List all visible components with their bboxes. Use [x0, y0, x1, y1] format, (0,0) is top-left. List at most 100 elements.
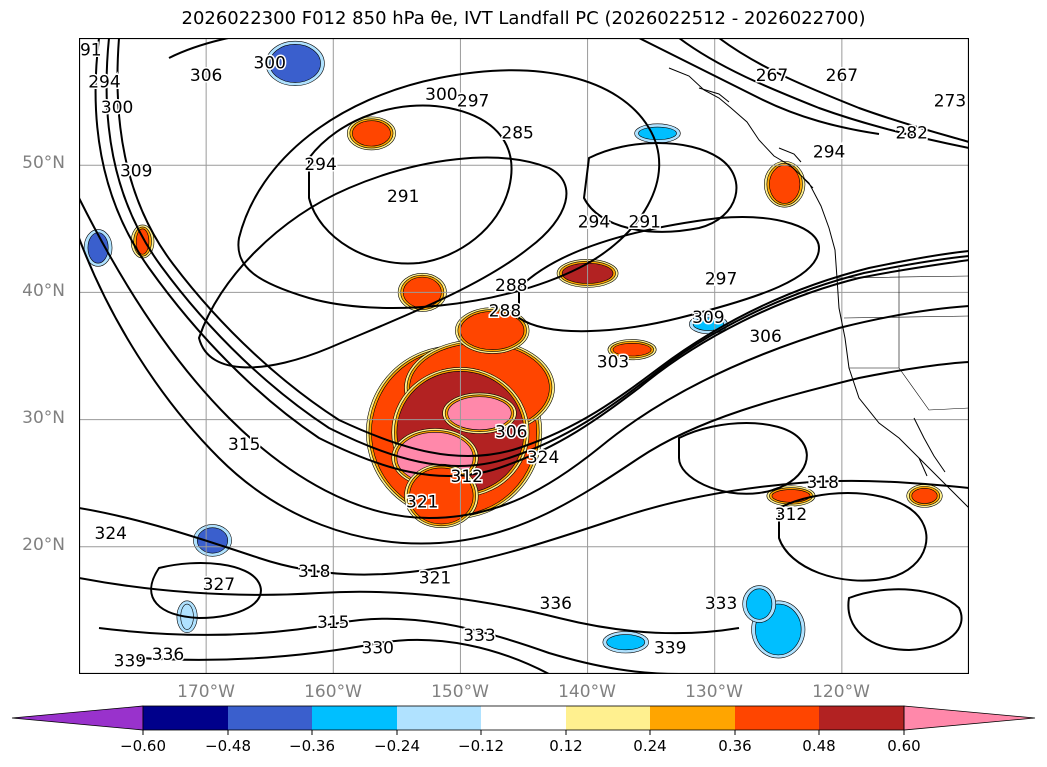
- cbar-over-triangle: [903, 705, 1036, 731]
- contour-label-39: 294: [813, 142, 845, 162]
- cbar-frame: [142, 705, 905, 731]
- negative-blob-4: [746, 588, 773, 620]
- colorbar-segments: [11, 705, 1036, 735]
- cbar-label-n060: −0.60: [120, 737, 166, 755]
- contour-label-10: 291: [387, 187, 419, 207]
- contour-label-24: 318: [807, 473, 839, 493]
- contour-label-7: 300: [425, 85, 457, 105]
- lon-label-160w: 160°W: [304, 682, 362, 702]
- map-frame: [79, 38, 969, 674]
- contour-label-13: 288: [495, 276, 527, 296]
- positive-blob-4: [447, 396, 512, 431]
- cbar-label-p060: 0.60: [887, 737, 921, 755]
- cbar-segment-0: [143, 706, 228, 730]
- positive-blob-10: [352, 120, 391, 147]
- lon-label-140w: 140°W: [558, 682, 616, 702]
- lon-label-150w: 150°W: [431, 682, 489, 702]
- contour-label-16: 309: [692, 308, 724, 328]
- contour-label-35: 339: [114, 651, 146, 671]
- contour-label-41: 282: [896, 123, 928, 143]
- negative-blob-5: [638, 126, 677, 141]
- cbar-label-n036: −0.36: [289, 737, 335, 755]
- contour-label-27: 327: [203, 575, 235, 595]
- contour-label-36: 336: [152, 645, 184, 665]
- negative-blob-0: [269, 44, 321, 83]
- contour-label-25: 312: [775, 505, 807, 525]
- contour-label-37: 267: [756, 66, 788, 86]
- contour-label-20: 312: [451, 467, 483, 487]
- theta-e-contours: [79, 38, 969, 674]
- cbar-label-p036: 0.36: [718, 737, 752, 755]
- negative-blob-2: [196, 527, 229, 554]
- contour-label-15: 297: [705, 270, 737, 290]
- contour-label-34: 333: [705, 594, 737, 614]
- cbar-segment-3: [397, 706, 481, 730]
- positive-blob-13: [911, 487, 938, 504]
- contour-label-42: 339: [654, 639, 686, 659]
- positive-blob-12: [771, 489, 811, 503]
- contour-label-40: 273: [934, 92, 966, 112]
- contour-label-22: 321: [406, 492, 438, 512]
- cbar-label-p024: 0.24: [633, 737, 667, 755]
- contour-label-4: 309: [120, 162, 152, 182]
- contour-label-8: 297: [457, 92, 489, 112]
- coastline-baja: [913, 417, 946, 477]
- negative-blob-6: [692, 317, 724, 331]
- cbar-label-p048: 0.48: [802, 737, 836, 755]
- positive-blob-11: [135, 228, 150, 255]
- cbar-segment-5: [566, 706, 650, 730]
- cbar-segment-7: [735, 706, 819, 730]
- cbar-segment-2: [312, 706, 397, 730]
- contour-label-2: 300: [101, 98, 133, 118]
- contour-label-14: 288: [489, 301, 521, 321]
- contour-label-29: 318: [298, 562, 330, 582]
- map-panel: 2912943003063093002943002972852912942912…: [79, 38, 969, 674]
- contour-labels: 2912943003063093002943002972852912942912…: [79, 39, 968, 673]
- contour-label-28: 315: [317, 613, 349, 633]
- cbar-segment-1: [228, 706, 312, 730]
- cbar-segment-6: [650, 706, 735, 730]
- contour-label-6: 294: [304, 155, 336, 175]
- map-title: 2026022300 F012 850 hPa θe, IVT Landfall…: [181, 8, 866, 29]
- contour-label-1: 294: [88, 73, 120, 93]
- positive-blob-9: [769, 164, 801, 204]
- cbar-label-n024: −0.24: [374, 737, 420, 755]
- coastline-north-america: [668, 67, 969, 509]
- cbar-under-triangle: [11, 705, 144, 731]
- contour-label-19: 306: [495, 422, 527, 442]
- positive-blob-14: [612, 342, 652, 357]
- contour-label-21: 324: [527, 448, 559, 468]
- coastline: [668, 67, 969, 509]
- contour-label-38: 267: [826, 66, 858, 86]
- contour-label-32: 330: [362, 639, 394, 659]
- lon-label-170w: 170°W: [177, 682, 235, 702]
- contour-label-11: 294: [578, 212, 610, 232]
- cbar-segment-8: [819, 706, 904, 730]
- cbar-segment-4: [481, 706, 566, 730]
- cbar-label-n048: −0.48: [205, 737, 251, 755]
- contour-label-5: 300: [253, 53, 285, 73]
- contour-label-0: 291: [79, 41, 102, 61]
- contour-label-18: 303: [597, 352, 629, 372]
- contour-label-30: 321: [419, 569, 451, 589]
- lon-label-130w: 130°W: [685, 682, 743, 702]
- lat-label-50n: 50°N: [22, 153, 65, 173]
- colorbar: [11, 705, 1036, 735]
- contour-label-9: 285: [501, 123, 533, 143]
- map-canvas: 2912943003063093002943002972852912942912…: [79, 38, 969, 674]
- positive-blob-5: [409, 467, 474, 525]
- coastline-islands: [698, 87, 814, 189]
- negative-blob-7: [606, 634, 646, 651]
- cbar-label-n012: −0.12: [458, 737, 504, 755]
- contour-label-23: 315: [228, 435, 260, 455]
- us-state-borders: [836, 268, 969, 411]
- lat-label-30n: 30°N: [22, 408, 65, 428]
- lat-label-20n: 20°N: [22, 535, 65, 555]
- contour-label-31: 333: [463, 626, 495, 646]
- lon-label-120w: 120°W: [812, 682, 870, 702]
- contour-label-17: 306: [749, 327, 781, 347]
- contour-label-26: 324: [95, 524, 127, 544]
- contour-label-12: 291: [629, 212, 661, 232]
- lat-label-40n: 40°N: [22, 281, 65, 301]
- contour-label-33: 336: [540, 594, 572, 614]
